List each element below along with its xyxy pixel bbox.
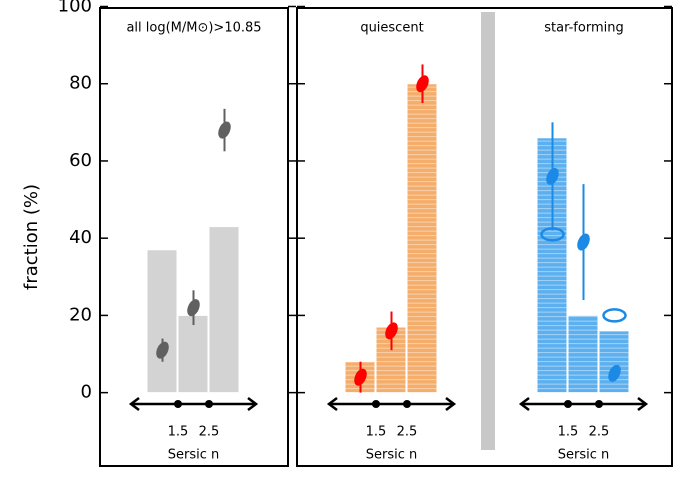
chart: fraction (%) all log(M/M⊙)>10.85 0 20 40 60 8… (0, 0, 676, 473)
x-tick-label: 1.5 (558, 425, 579, 440)
bin-edge-dot (564, 400, 572, 408)
y-axis-label: fraction (%) (21, 184, 42, 290)
bin-edge-dot (595, 400, 603, 408)
y-tick-label: 60 (69, 150, 92, 171)
bar (209, 227, 239, 393)
x-axis-label: Sersic n (168, 448, 220, 463)
x-axis-label: Sersic n (558, 448, 610, 463)
divider (481, 12, 495, 450)
y-tick-label: 40 (69, 227, 92, 248)
bin-edge-dot (403, 400, 411, 408)
y-tick-label: 20 (69, 304, 92, 325)
bar (178, 315, 208, 392)
bin-edge-dot (174, 400, 182, 408)
y-tick-label: 80 (69, 73, 92, 94)
bin-edge-dot (372, 400, 380, 408)
open-point (604, 309, 626, 321)
x-tick-label: 1.5 (168, 425, 189, 440)
bar (147, 250, 177, 393)
panel-frame (100, 8, 288, 466)
point (216, 120, 234, 141)
x-tick-label: 1.5 (366, 425, 387, 440)
panel-title: quiescent (360, 21, 423, 36)
bar (568, 315, 598, 392)
y-tick-label: 0 (81, 382, 92, 403)
x-tick-label: 2.5 (199, 425, 220, 440)
bin-edge-dot (205, 400, 213, 408)
x-tick-label: 2.5 (589, 425, 610, 440)
point (575, 232, 593, 253)
panel-title: star-forming (544, 21, 623, 36)
panel-title: all log(M/M⊙)>10.85 (126, 21, 261, 36)
bar (407, 84, 437, 393)
y-tick-label: 100 (58, 0, 92, 17)
x-tick-label: 2.5 (397, 425, 418, 440)
x-axis-label: Sersic n (366, 448, 418, 463)
